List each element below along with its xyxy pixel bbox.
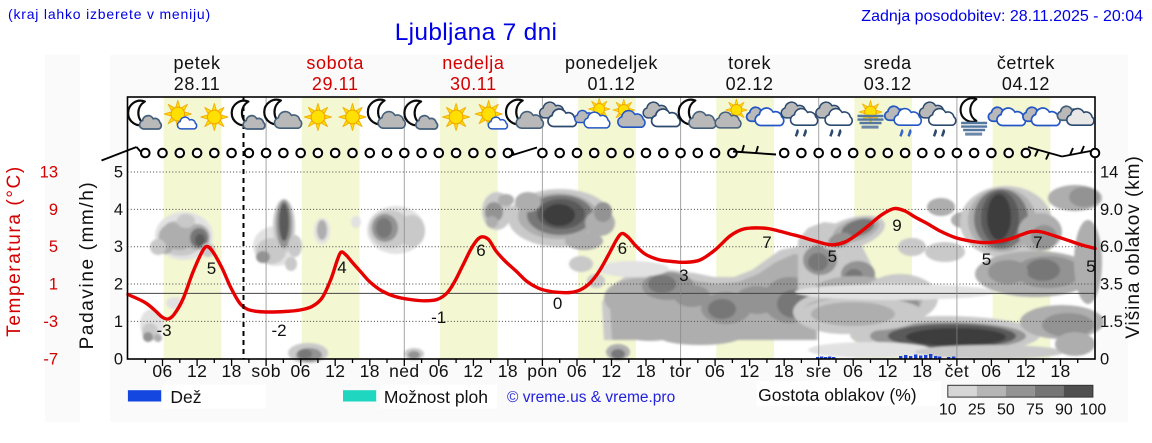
svg-text:4: 4 — [337, 258, 346, 277]
svg-text:0: 0 — [553, 294, 562, 313]
svg-text:12: 12 — [601, 361, 621, 381]
svg-text:06: 06 — [291, 361, 311, 381]
svg-text:6.0: 6.0 — [1100, 238, 1123, 256]
svg-text:14: 14 — [1100, 164, 1118, 182]
svg-text:9: 9 — [49, 201, 58, 219]
svg-text:30.11: 30.11 — [450, 74, 497, 94]
svg-text:12: 12 — [878, 361, 898, 381]
svg-text:Ljubljana 7 dni: Ljubljana 7 dni — [395, 19, 558, 46]
svg-text:12: 12 — [1016, 361, 1036, 381]
svg-text:18: 18 — [912, 361, 932, 381]
svg-text:čet: čet — [945, 361, 970, 381]
svg-text:18: 18 — [774, 361, 794, 381]
svg-text:06: 06 — [843, 361, 863, 381]
svg-text:06: 06 — [981, 361, 1001, 381]
svg-text:3: 3 — [114, 238, 123, 256]
svg-text:Možnost ploh: Možnost ploh — [384, 387, 488, 407]
svg-text:12: 12 — [740, 361, 760, 381]
svg-text:9.0: 9.0 — [1100, 201, 1123, 219]
svg-text:10: 10 — [939, 402, 957, 419]
svg-text:18: 18 — [360, 361, 380, 381]
svg-text:13: 13 — [40, 164, 58, 182]
svg-text:-3: -3 — [43, 313, 58, 331]
svg-text:3.5: 3.5 — [1100, 276, 1123, 294]
svg-text:Višina oblakov (km): Višina oblakov (km) — [1123, 155, 1144, 338]
svg-text:18: 18 — [1050, 361, 1070, 381]
svg-text:06: 06 — [705, 361, 725, 381]
svg-text:1: 1 — [114, 313, 123, 331]
svg-text:25: 25 — [968, 402, 986, 419]
svg-text:ponedeljek: ponedeljek — [565, 53, 658, 73]
svg-text:1.5: 1.5 — [1100, 313, 1123, 331]
svg-text:7: 7 — [1033, 233, 1042, 252]
svg-text:5: 5 — [114, 164, 123, 182]
svg-text:03.12: 03.12 — [864, 74, 912, 94]
svg-text:12: 12 — [325, 361, 345, 381]
svg-text:sreda: sreda — [864, 53, 912, 73]
svg-text:(kraj lahko izberete v meniju): (kraj lahko izberete v meniju) — [8, 6, 211, 22]
svg-text:Gostota oblakov (%): Gostota oblakov (%) — [758, 385, 917, 405]
svg-text:100: 100 — [1080, 402, 1107, 419]
svg-text:29.11: 29.11 — [312, 74, 359, 94]
svg-text:četrtek: četrtek — [997, 53, 1056, 73]
svg-text:5: 5 — [982, 250, 991, 269]
svg-text:© vreme.us & vreme.pro: © vreme.us & vreme.pro — [507, 389, 675, 406]
svg-text:-1: -1 — [431, 308, 446, 327]
svg-text:06: 06 — [567, 361, 587, 381]
svg-text:sob: sob — [251, 361, 280, 381]
svg-text:9: 9 — [892, 216, 901, 235]
svg-text:7: 7 — [762, 233, 771, 252]
svg-text:1: 1 — [49, 276, 58, 294]
svg-text:Temperatura (°C): Temperatura (°C) — [4, 165, 25, 337]
svg-text:06: 06 — [152, 361, 172, 381]
svg-text:2: 2 — [114, 276, 123, 294]
svg-text:-7: -7 — [43, 350, 58, 368]
svg-text:sobota: sobota — [306, 53, 364, 73]
svg-text:18: 18 — [498, 361, 518, 381]
svg-text:28.11: 28.11 — [174, 74, 221, 94]
svg-text:Zadnja posodobitev: 28.11.2025: Zadnja posodobitev: 28.11.2025 - 20:04 — [861, 8, 1143, 25]
svg-text:01.12: 01.12 — [587, 74, 635, 94]
svg-text:75: 75 — [1026, 402, 1044, 419]
svg-text:petek: petek — [174, 53, 221, 73]
svg-text:nedelja: nedelja — [442, 53, 505, 73]
svg-text:3: 3 — [679, 266, 688, 285]
svg-text:-2: -2 — [271, 321, 286, 340]
svg-text:02.12: 02.12 — [726, 74, 774, 94]
svg-text:tor: tor — [670, 361, 692, 381]
svg-text:50: 50 — [997, 402, 1015, 419]
svg-text:0: 0 — [1100, 350, 1109, 368]
svg-text:torek: torek — [728, 53, 771, 73]
svg-text:5: 5 — [1086, 257, 1095, 276]
svg-text:5: 5 — [828, 247, 837, 266]
svg-text:18: 18 — [221, 361, 241, 381]
svg-text:ned: ned — [389, 361, 419, 381]
svg-text:12: 12 — [463, 361, 483, 381]
svg-text:18: 18 — [636, 361, 656, 381]
svg-text:-3: -3 — [156, 321, 171, 340]
svg-text:90: 90 — [1055, 402, 1073, 419]
svg-text:06: 06 — [429, 361, 449, 381]
svg-text:0: 0 — [114, 350, 123, 368]
svg-text:6: 6 — [476, 241, 485, 260]
svg-text:sre: sre — [806, 361, 832, 381]
svg-text:Padavine (mm/h): Padavine (mm/h) — [77, 181, 98, 350]
svg-text:pon: pon — [527, 361, 557, 381]
svg-text:4: 4 — [114, 201, 123, 219]
svg-text:04.12: 04.12 — [1002, 74, 1050, 94]
svg-text:Dež: Dež — [170, 387, 201, 407]
svg-text:5: 5 — [49, 238, 58, 256]
svg-text:5: 5 — [207, 259, 216, 278]
svg-text:6: 6 — [618, 239, 627, 258]
svg-text:12: 12 — [187, 361, 207, 381]
